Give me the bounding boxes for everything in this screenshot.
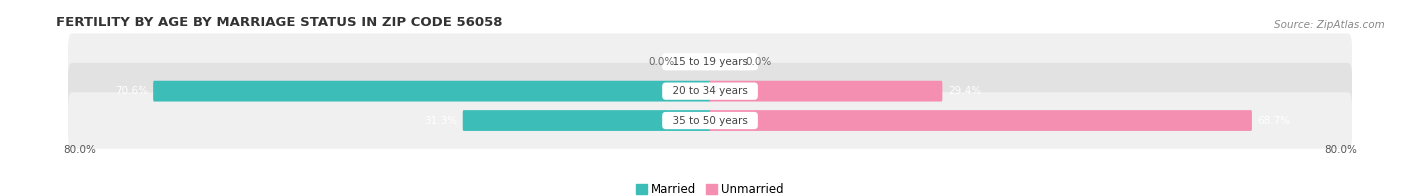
FancyBboxPatch shape <box>67 63 1353 119</box>
Text: 0.0%: 0.0% <box>745 57 772 67</box>
Text: FERTILITY BY AGE BY MARRIAGE STATUS IN ZIP CODE 56058: FERTILITY BY AGE BY MARRIAGE STATUS IN Z… <box>56 15 503 29</box>
FancyBboxPatch shape <box>67 92 1353 149</box>
Text: 20 to 34 years: 20 to 34 years <box>666 86 754 96</box>
Text: 15 to 19 years: 15 to 19 years <box>666 57 754 67</box>
Legend: Married, Unmarried: Married, Unmarried <box>631 178 789 196</box>
FancyBboxPatch shape <box>153 81 711 102</box>
Text: 70.6%: 70.6% <box>115 86 148 96</box>
FancyBboxPatch shape <box>67 34 1353 90</box>
Text: 35 to 50 years: 35 to 50 years <box>666 115 754 126</box>
FancyBboxPatch shape <box>709 81 942 102</box>
FancyBboxPatch shape <box>463 110 711 131</box>
FancyBboxPatch shape <box>709 110 1251 131</box>
Text: 68.7%: 68.7% <box>1257 115 1291 126</box>
Text: 0.0%: 0.0% <box>648 57 675 67</box>
Text: Source: ZipAtlas.com: Source: ZipAtlas.com <box>1274 20 1385 30</box>
Text: 29.4%: 29.4% <box>948 86 981 96</box>
Text: 31.3%: 31.3% <box>425 115 457 126</box>
